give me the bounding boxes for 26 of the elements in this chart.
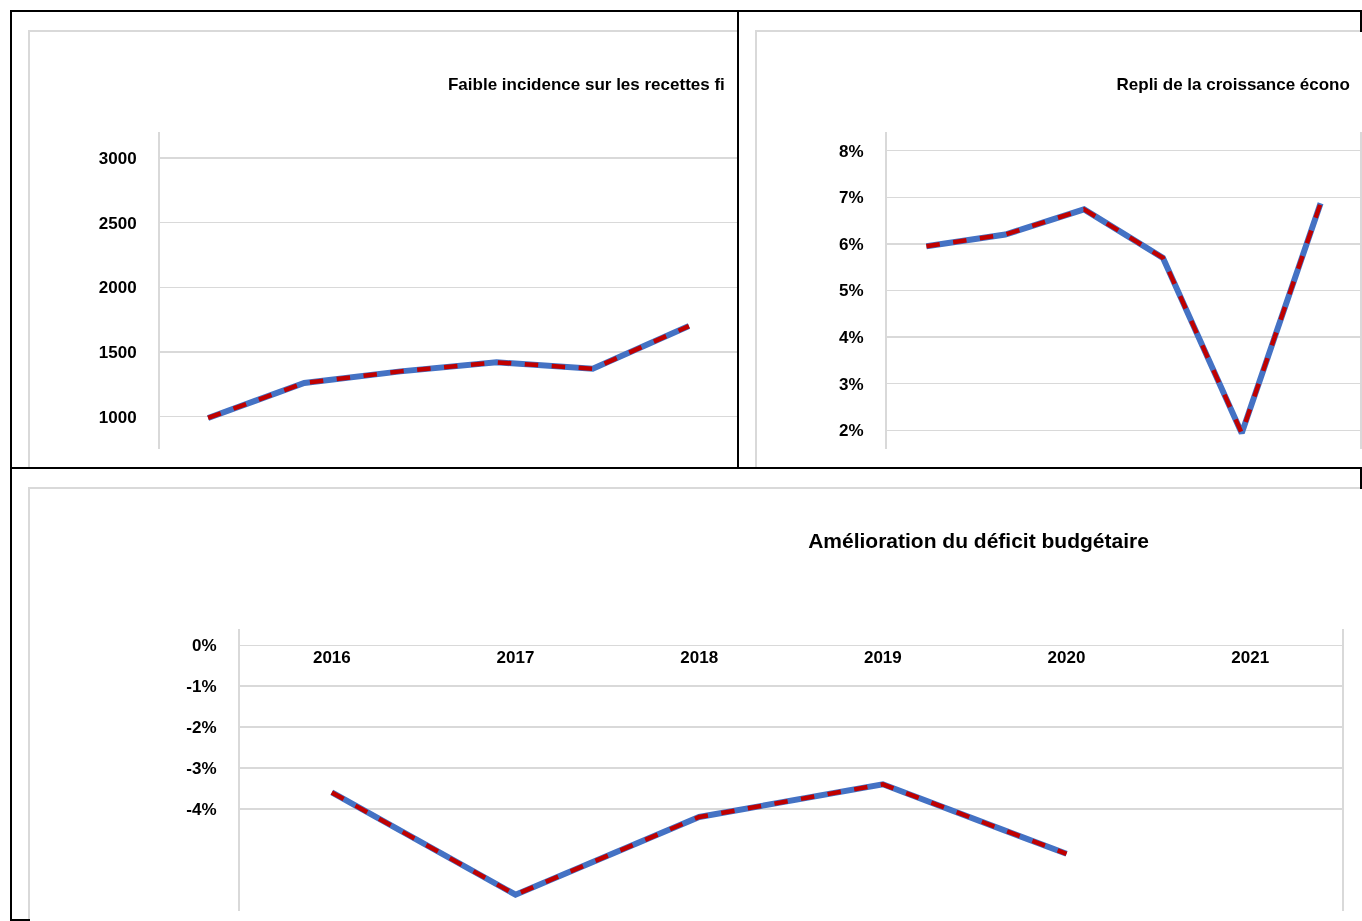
y-tick-label: 7% <box>839 188 864 208</box>
y-tick-label: 3% <box>839 374 864 394</box>
y-tick-label: 2500 <box>98 213 137 233</box>
y-tick-label: 0% <box>192 636 217 656</box>
y-tick-label: 1500 <box>98 342 137 362</box>
y-tick-label: -2% <box>186 718 217 738</box>
y-tick-label: 8% <box>839 141 864 161</box>
y-tick-label: 4% <box>839 328 864 348</box>
chart-title: Faible incidence sur les recettes fi <box>447 74 725 94</box>
x-tick-label: 2020 <box>1047 648 1086 668</box>
x-tick-label: 2018 <box>680 648 719 668</box>
chart-title: Repli de la croissance écono <box>1116 74 1350 94</box>
x-tick-label: 2017 <box>496 648 535 668</box>
y-tick-label: -3% <box>186 758 217 778</box>
x-tick-label: 2021 <box>1231 648 1270 668</box>
y-tick-label: 3000 <box>98 148 137 168</box>
chart-title: Amélioration du déficit budgétaire <box>808 528 1149 552</box>
x-tick-label: 2019 <box>863 648 902 668</box>
x-tick-label: 2016 <box>312 648 351 668</box>
y-tick-label: -4% <box>186 799 217 819</box>
y-tick-label: 6% <box>839 234 864 254</box>
y-tick-label: 1000 <box>98 407 137 427</box>
y-tick-label: 5% <box>839 281 864 301</box>
y-tick-label: 2% <box>839 421 864 441</box>
y-tick-label: -1% <box>186 677 217 697</box>
y-tick-label: 2000 <box>98 278 137 298</box>
